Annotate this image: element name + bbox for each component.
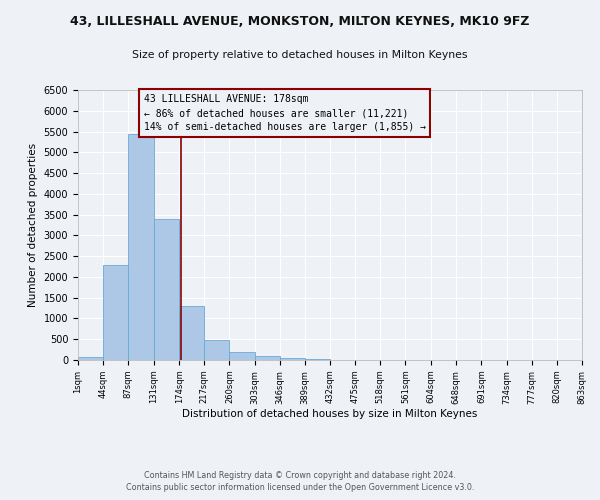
Text: 43, LILLESHALL AVENUE, MONKSTON, MILTON KEYNES, MK10 9FZ: 43, LILLESHALL AVENUE, MONKSTON, MILTON … [70,15,530,28]
Text: Contains HM Land Registry data © Crown copyright and database right 2024.: Contains HM Land Registry data © Crown c… [144,471,456,480]
Bar [254,356,280,360]
Bar [179,306,204,360]
Text: 43 LILLESHALL AVENUE: 178sqm
← 86% of detached houses are smaller (11,221)
14% o: 43 LILLESHALL AVENUE: 178sqm ← 86% of de… [143,94,425,132]
Text: Contains public sector information licensed under the Open Government Licence v3: Contains public sector information licen… [126,484,474,492]
Bar [154,219,179,360]
Y-axis label: Number of detached properties: Number of detached properties [28,143,38,307]
X-axis label: Distribution of detached houses by size in Milton Keynes: Distribution of detached houses by size … [182,410,478,420]
Bar [128,134,154,360]
Bar [78,357,103,360]
Text: Size of property relative to detached houses in Milton Keynes: Size of property relative to detached ho… [132,50,468,60]
Bar [204,340,229,360]
Bar [280,358,305,360]
Bar [103,266,128,360]
Bar [229,352,254,360]
